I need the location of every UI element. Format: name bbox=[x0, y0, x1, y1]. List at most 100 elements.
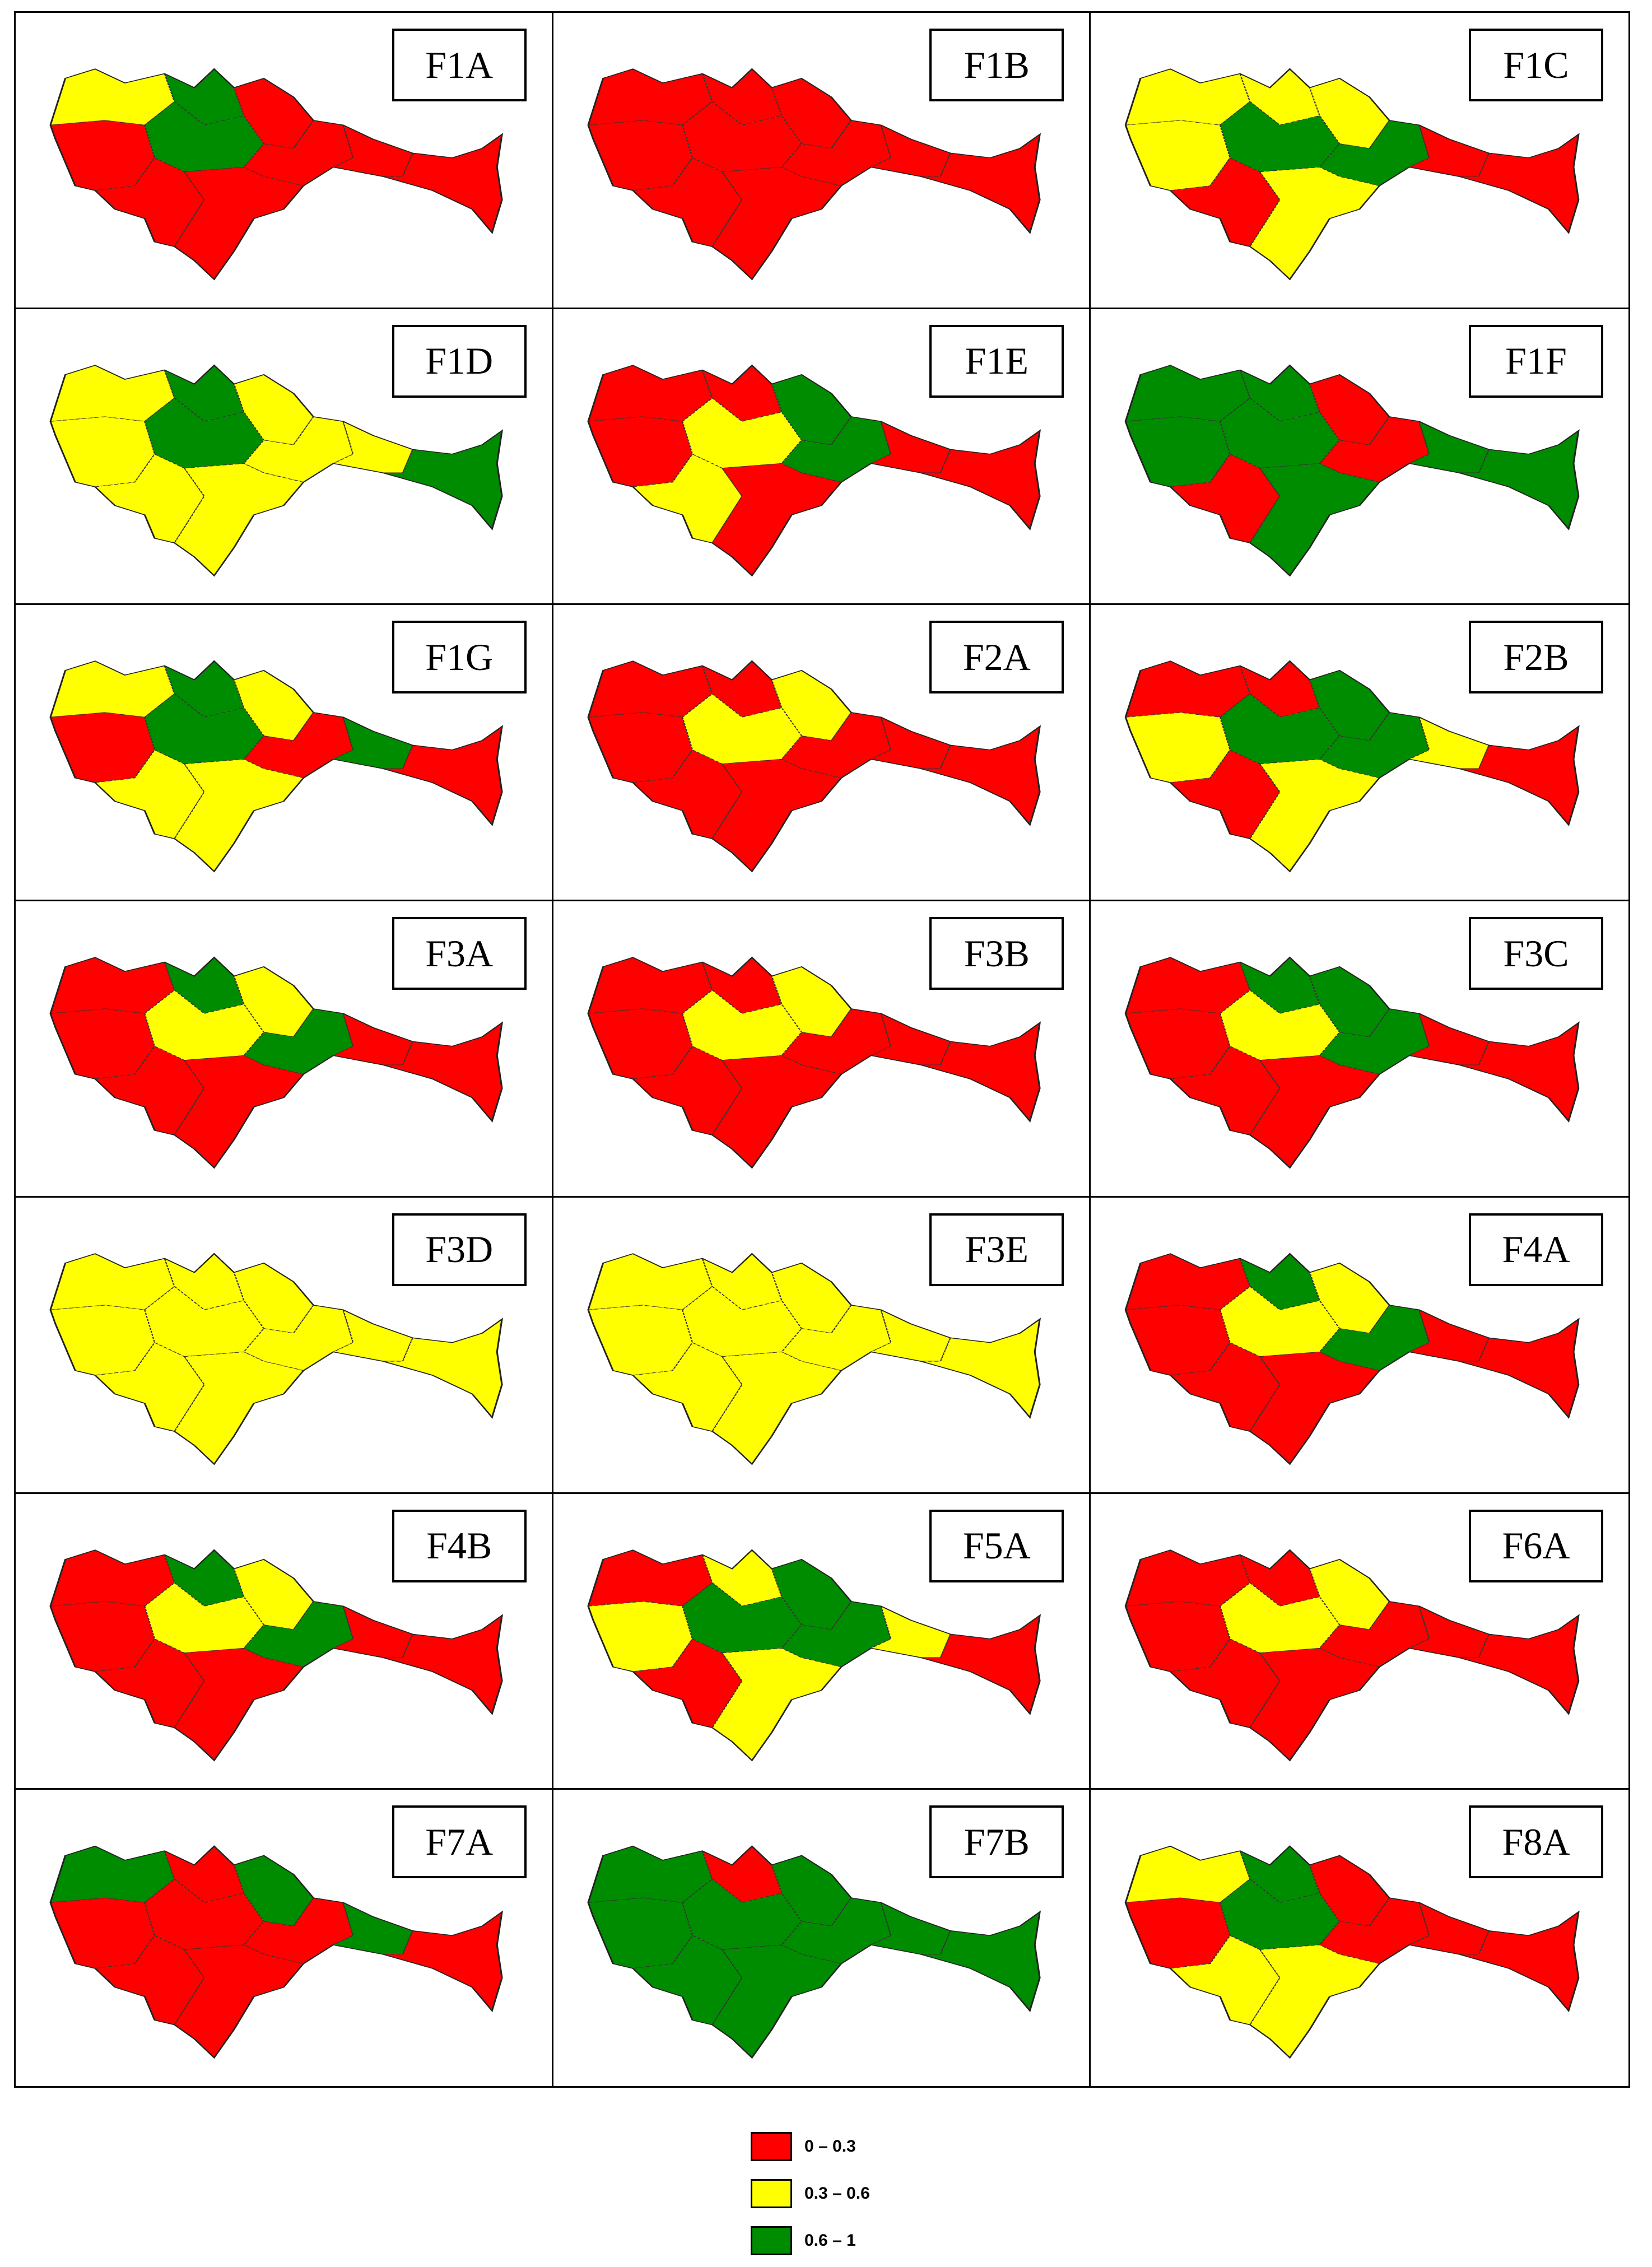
region-map bbox=[587, 68, 1041, 281]
region-outline bbox=[49, 660, 504, 873]
region-outline bbox=[49, 68, 504, 281]
map-panel-f1f: F1F bbox=[1091, 309, 1628, 606]
map-panel-f3d: F3D bbox=[16, 1197, 553, 1494]
region-map bbox=[49, 1253, 504, 1465]
panel-label: F1E bbox=[929, 324, 1064, 398]
region-outline bbox=[587, 364, 1041, 577]
map-panel-f3a: F3A bbox=[16, 901, 553, 1198]
region-outline bbox=[1124, 1253, 1580, 1465]
legend-swatch-red bbox=[751, 2132, 792, 2161]
map-panel-f7a: F7A bbox=[16, 1790, 553, 2086]
district-s bbox=[1249, 1647, 1381, 1761]
district-s bbox=[174, 1351, 305, 1465]
panel-label: F1B bbox=[929, 29, 1064, 101]
region-map bbox=[1124, 660, 1580, 873]
map-panel-f1g: F1G bbox=[16, 605, 553, 902]
region-map bbox=[1124, 1253, 1580, 1465]
map-grid: F1A F1B F1C F1D F1E F1F F1G F2A F2B F3A F3B F3C F3D F… bbox=[14, 11, 1630, 2088]
map-panel-f1c: F1C bbox=[1091, 13, 1628, 309]
district-ne bbox=[771, 966, 852, 1037]
region-map bbox=[49, 956, 504, 1169]
map-panel-f4a: F4A bbox=[1091, 1197, 1628, 1494]
legend-label-high: 0.6 – 1 bbox=[804, 2231, 856, 2250]
region-map bbox=[49, 660, 504, 873]
region-outline bbox=[49, 364, 504, 577]
district-s bbox=[1249, 1351, 1381, 1465]
region-outline bbox=[1124, 956, 1580, 1169]
region-outline bbox=[49, 956, 504, 1169]
map-panel-f7b: F7B bbox=[553, 1790, 1091, 2086]
panel-label: F1D bbox=[392, 324, 527, 398]
map-panel-f5a: F5A bbox=[553, 1493, 1091, 1790]
district-s bbox=[711, 1055, 842, 1169]
panel-label: F5A bbox=[929, 1509, 1064, 1582]
district-s bbox=[711, 759, 842, 873]
district-ne bbox=[233, 966, 314, 1037]
district-s bbox=[711, 463, 842, 576]
district-s bbox=[174, 759, 305, 873]
region-map bbox=[587, 1549, 1041, 1762]
district-s bbox=[711, 1351, 842, 1465]
map-panel-f1a: F1A bbox=[16, 13, 553, 309]
map-panel-f6a: F6A bbox=[1091, 1493, 1628, 1790]
panel-label: F1C bbox=[1469, 29, 1603, 101]
map-panel-f4b: F4B bbox=[16, 1493, 553, 1790]
panel-label: F2A bbox=[929, 621, 1064, 694]
map-panel-f8a: F8A bbox=[1091, 1790, 1628, 2086]
region-outline bbox=[587, 1253, 1041, 1465]
region-outline bbox=[587, 956, 1041, 1169]
region-outline bbox=[587, 1549, 1041, 1762]
legend-swatch-green bbox=[751, 2226, 792, 2255]
region-outline bbox=[1124, 364, 1580, 577]
region-outline bbox=[587, 660, 1041, 873]
district-s bbox=[174, 463, 305, 576]
panel-label: F4A bbox=[1469, 1213, 1603, 1286]
map-panel-f1e: F1E bbox=[553, 309, 1091, 606]
district-s bbox=[174, 1647, 305, 1761]
region-map bbox=[49, 1845, 504, 2059]
district-ne bbox=[771, 1855, 852, 1927]
legend: 0 – 0.3 0.3 – 0.6 0.6 – 1 bbox=[751, 2126, 952, 2267]
district-s bbox=[711, 1647, 842, 1761]
district-s bbox=[711, 1944, 842, 2059]
panel-label: F3D bbox=[392, 1213, 527, 1286]
region-map bbox=[49, 364, 504, 577]
panel-label: F3B bbox=[929, 917, 1064, 990]
region-outline bbox=[1124, 68, 1580, 281]
district-s bbox=[174, 1944, 305, 2059]
region-map bbox=[587, 364, 1041, 577]
region-map bbox=[587, 1253, 1041, 1465]
map-panel-f1b: F1B bbox=[553, 13, 1091, 309]
legend-item-mid: 0.3 – 0.6 bbox=[751, 2173, 952, 2214]
region-outline bbox=[1124, 1845, 1580, 2059]
panel-label: F7A bbox=[392, 1805, 527, 1879]
legend-item-high: 0.6 – 1 bbox=[751, 2220, 952, 2261]
panel-label: F2B bbox=[1469, 621, 1603, 694]
panel-label: F4B bbox=[392, 1509, 527, 1582]
map-panel-f2b: F2B bbox=[1091, 605, 1628, 902]
legend-swatch-yellow bbox=[751, 2179, 792, 2208]
district-s bbox=[1249, 1944, 1381, 2059]
map-panel-f3b: F3B bbox=[553, 901, 1091, 1198]
district-s bbox=[174, 166, 305, 280]
panel-label: F6A bbox=[1469, 1509, 1603, 1582]
map-panel-f2a: F2A bbox=[553, 605, 1091, 902]
panel-label: F3C bbox=[1469, 917, 1603, 990]
map-panel-f1d: F1D bbox=[16, 309, 553, 606]
region-outline bbox=[1124, 660, 1580, 873]
region-outline bbox=[49, 1549, 504, 1762]
region-map bbox=[49, 68, 504, 281]
district-s bbox=[174, 1055, 305, 1169]
district-s bbox=[1249, 463, 1381, 576]
district-s bbox=[1249, 1055, 1381, 1169]
district-ne bbox=[233, 670, 314, 742]
region-map bbox=[49, 1549, 504, 1762]
region-outline bbox=[587, 68, 1041, 281]
map-panel-f3c: F3C bbox=[1091, 901, 1628, 1198]
district-s bbox=[1249, 759, 1381, 873]
region-map bbox=[1124, 956, 1580, 1169]
region-outline bbox=[49, 1845, 504, 2059]
panel-label: F1A bbox=[392, 29, 527, 101]
region-map bbox=[1124, 1549, 1580, 1762]
region-outline bbox=[1124, 1549, 1580, 1762]
